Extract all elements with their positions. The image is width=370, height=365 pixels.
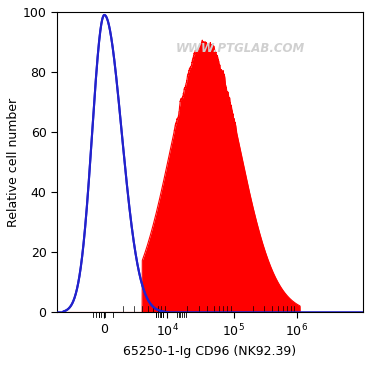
X-axis label: 65250-1-Ig CD96 (NK92.39): 65250-1-Ig CD96 (NK92.39) <box>124 345 297 358</box>
Y-axis label: Relative cell number: Relative cell number <box>7 98 20 227</box>
Text: WWW.PTGLAB.COM: WWW.PTGLAB.COM <box>176 42 305 54</box>
